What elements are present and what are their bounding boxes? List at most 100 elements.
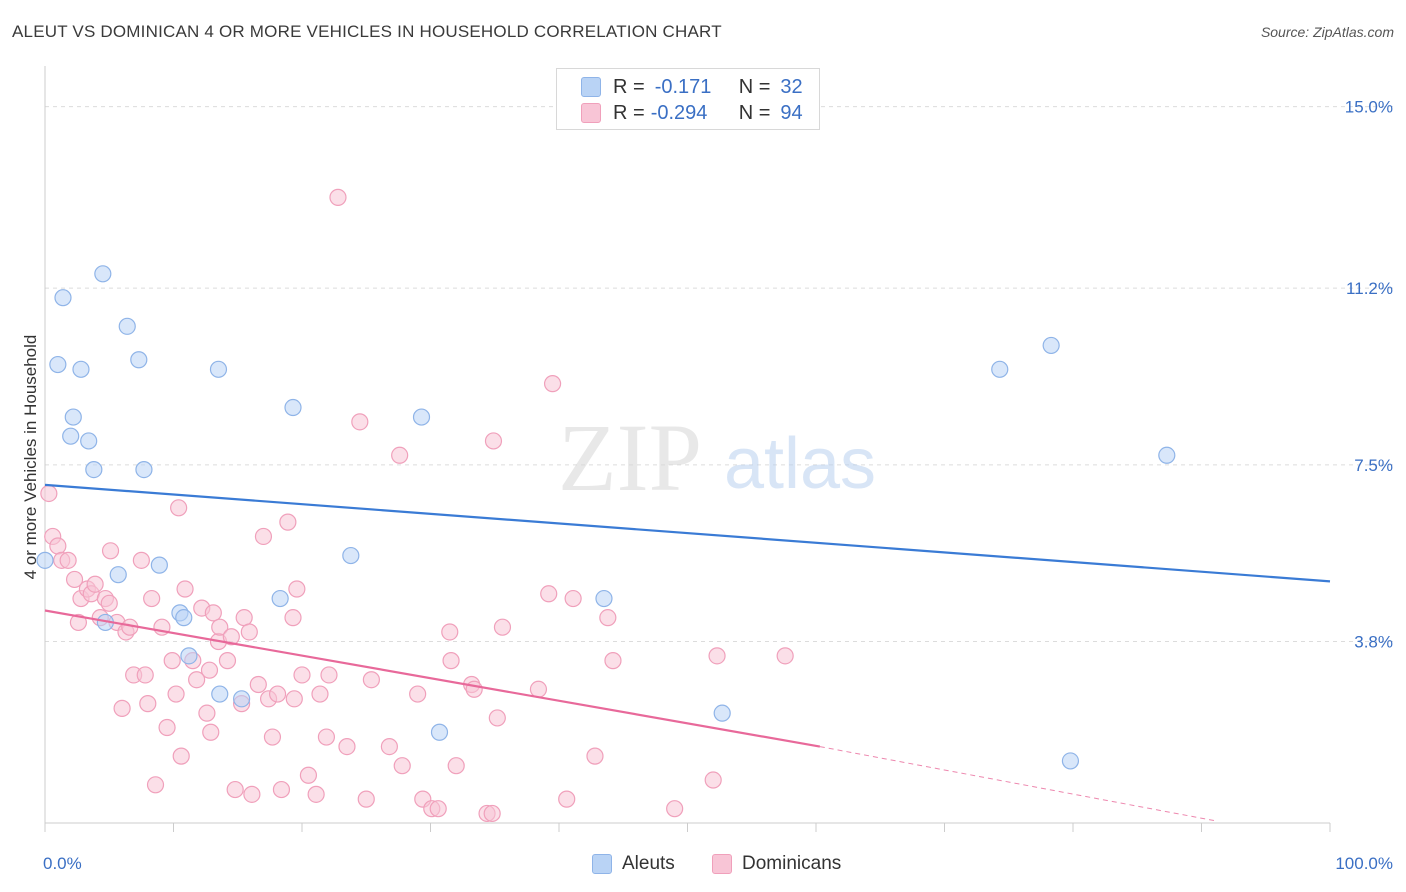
dominican-point xyxy=(235,609,253,627)
source-label: Source: ZipAtlas.com xyxy=(1260,24,1394,40)
chart-title: ALEUT VS DOMINICAN 4 OR MORE VEHICLES IN… xyxy=(12,22,722,41)
dominican-point xyxy=(488,709,506,727)
dominican-point xyxy=(139,695,157,713)
aleut-point xyxy=(175,609,193,627)
dominican-point xyxy=(320,666,338,684)
aleut-point xyxy=(130,351,148,369)
dominican-point xyxy=(49,537,67,555)
dominican-point xyxy=(136,666,154,684)
aleut-point xyxy=(64,408,82,426)
dominican-point xyxy=(86,575,104,593)
dominican-point xyxy=(132,551,150,569)
dominican-point xyxy=(465,680,483,698)
dominican-point xyxy=(293,666,311,684)
bottom-legend-label-aleuts: Aleuts xyxy=(622,853,675,874)
aleut-point xyxy=(49,355,67,374)
aleut-point xyxy=(595,589,613,608)
aleut-point xyxy=(85,461,103,479)
legend-row-aleuts: R = -0.171 N = 32 xyxy=(581,73,803,101)
dominican-point xyxy=(351,413,369,431)
watermark: ZIP atlas xyxy=(558,404,876,511)
dominican-point xyxy=(357,790,375,808)
aleut-points xyxy=(36,265,1176,770)
aleut-point xyxy=(80,432,98,450)
dominican-point xyxy=(226,780,244,799)
aleut-point xyxy=(62,427,80,445)
y-tick-label: 7.5% xyxy=(1354,456,1393,475)
x-tick-label-min: 0.0% xyxy=(43,854,82,873)
legend-r-label: R = xyxy=(613,101,645,124)
dominican-point xyxy=(442,652,460,670)
dominican-point xyxy=(776,647,794,665)
aleut-point xyxy=(72,360,90,378)
dominican-point xyxy=(317,728,336,746)
dominican-point xyxy=(338,737,356,756)
aleut-point xyxy=(271,589,289,608)
dominican-point xyxy=(69,613,88,632)
dominican-point xyxy=(666,800,684,818)
dominican-point xyxy=(272,780,291,799)
dominican-point xyxy=(708,647,726,665)
dominican-point xyxy=(311,685,329,703)
bottom-legend-dominicans: Dominicans xyxy=(712,851,841,877)
bottom-legend-swatch-dominicans xyxy=(712,854,732,874)
dominican-point xyxy=(380,737,398,756)
dominican-point xyxy=(299,766,318,784)
aleut-point xyxy=(109,566,127,584)
dominican-point xyxy=(163,652,181,670)
dominican-point xyxy=(172,747,190,765)
bottom-legend-swatch-aleuts xyxy=(592,854,612,874)
dominican-point xyxy=(704,771,722,789)
tick-labels: 3.8% 7.5% 11.2% 15.0% 0.0% 100.0% xyxy=(43,98,1393,873)
bottom-legend-aleuts: Aleuts xyxy=(592,851,675,877)
dominican-point xyxy=(113,699,131,717)
grid-layer xyxy=(45,106,1395,643)
aleut-trend-line xyxy=(44,483,1331,583)
dominican-point xyxy=(158,718,176,737)
dominican-point xyxy=(529,680,548,698)
dominican-point xyxy=(391,446,409,464)
dominican-point xyxy=(288,580,306,598)
y-axis-label: 4 or more Vehicles in Household xyxy=(21,334,40,580)
dominican-point xyxy=(263,728,282,746)
aleut-point xyxy=(412,408,431,426)
dominican-point xyxy=(268,685,287,703)
dominican-point xyxy=(483,804,501,823)
dominican-point xyxy=(362,671,380,689)
dominican-point xyxy=(143,589,161,608)
dominican-point xyxy=(599,609,617,627)
bottom-legend-label-dominicans: Dominicans xyxy=(742,853,842,874)
dominican-point xyxy=(409,685,427,703)
dominican-point xyxy=(493,618,512,636)
dominican-point xyxy=(167,685,185,703)
legend-n-value: 94 xyxy=(780,101,803,124)
legend-r-label: R = xyxy=(613,75,645,98)
aleut-point xyxy=(430,723,449,741)
watermark-atlas: atlas xyxy=(724,424,876,504)
aleut-point xyxy=(233,690,251,708)
y-tick-label: 11.2% xyxy=(1346,279,1393,298)
dominican-point xyxy=(100,594,118,612)
legend-row-dominicans: R = -0.294 N = 94 xyxy=(581,99,803,127)
aleut-point xyxy=(180,647,198,665)
watermark-zip: ZIP xyxy=(558,404,702,511)
dominican-point xyxy=(441,623,459,641)
dominican-point xyxy=(176,580,194,598)
dominican-point xyxy=(65,570,84,589)
aleut-point xyxy=(209,360,228,378)
dominican-point xyxy=(146,776,165,794)
dominican-point xyxy=(586,747,604,765)
x-tick-label-max: 100.0% xyxy=(1335,854,1393,873)
aleut-point xyxy=(1158,446,1176,464)
aleut-point xyxy=(1042,336,1060,355)
dominican-point xyxy=(484,432,503,450)
aleut-point xyxy=(36,551,54,569)
axis-layer xyxy=(44,66,1331,832)
dominican-point xyxy=(393,757,411,775)
dominican-point xyxy=(284,609,302,627)
legend-n-label: N = xyxy=(738,101,771,124)
dominican-point xyxy=(202,723,220,741)
dominican-point xyxy=(540,585,558,603)
legend-n-value: 32 xyxy=(780,75,803,98)
